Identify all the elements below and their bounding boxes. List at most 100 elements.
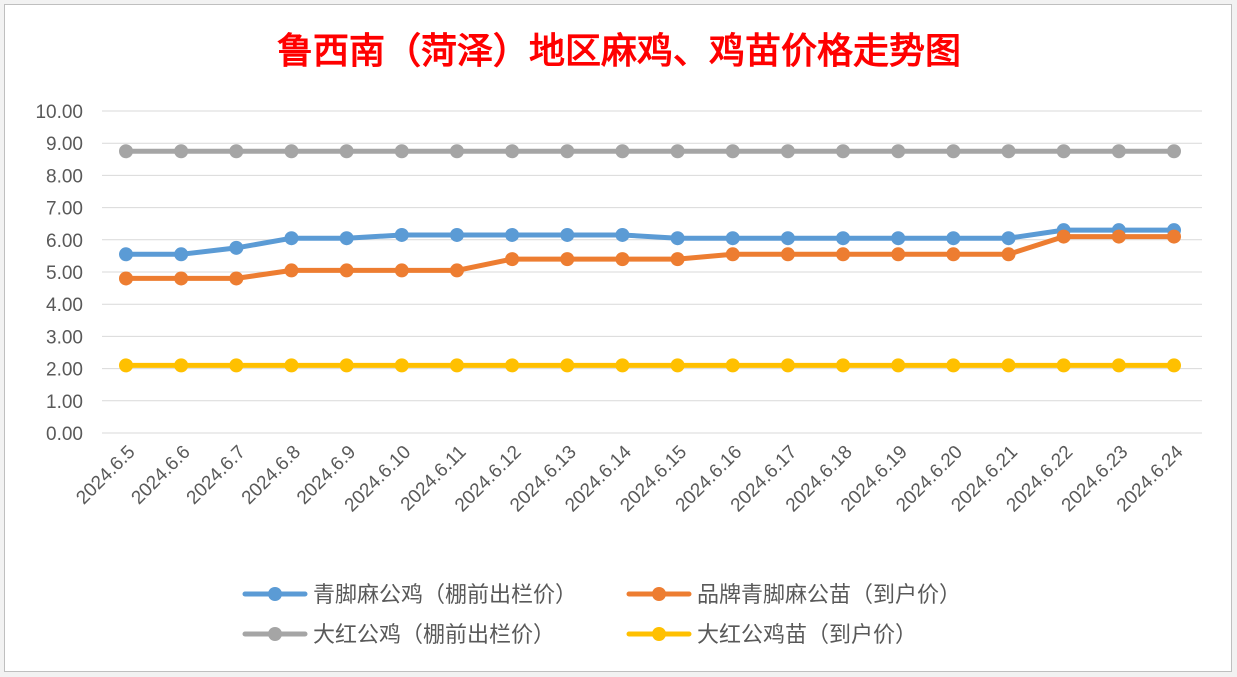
x-tick-label: 2024.6.8 xyxy=(238,442,305,509)
y-tick-label: 4.00 xyxy=(46,295,83,316)
data-point xyxy=(1111,358,1126,373)
y-tick-label: 0.00 xyxy=(46,424,83,445)
data-point xyxy=(946,144,961,159)
data-point xyxy=(339,231,354,246)
data-point xyxy=(780,231,795,246)
data-point xyxy=(1056,358,1071,373)
legend-label: 大红公鸡苗（到户价） xyxy=(697,623,917,648)
data-point xyxy=(1167,229,1181,244)
data-point xyxy=(284,263,299,278)
data-point xyxy=(670,144,685,159)
chart-title: 鲁西南（菏泽）地区麻鸡、鸡苗价格走势图 xyxy=(277,30,961,72)
data-point xyxy=(229,240,244,255)
data-point xyxy=(505,358,520,373)
y-tick-label: 3.00 xyxy=(46,327,83,348)
data-point xyxy=(119,271,133,286)
data-point xyxy=(615,227,630,242)
legend-label: 青脚麻公鸡（棚前出栏价） xyxy=(313,583,577,608)
data-point xyxy=(339,144,354,159)
y-tick-label: 6.00 xyxy=(46,231,83,252)
data-point xyxy=(891,358,906,373)
data-point xyxy=(780,247,795,262)
legend-label: 品牌青脚麻公苗（到户价） xyxy=(697,583,961,608)
legend-item: 大红公鸡（棚前出栏价） xyxy=(242,623,555,648)
data-point xyxy=(560,144,575,159)
data-point xyxy=(229,358,244,373)
y-tick-label: 5.00 xyxy=(46,263,83,284)
data-point xyxy=(615,358,630,373)
data-point xyxy=(1056,144,1071,159)
data-point xyxy=(449,144,464,159)
data-point xyxy=(1167,144,1181,159)
x-tick-label: 2024.6.5 xyxy=(72,442,139,509)
data-point xyxy=(449,263,464,278)
data-point xyxy=(725,247,740,262)
data-point xyxy=(1111,229,1126,244)
data-point xyxy=(505,144,520,159)
data-point xyxy=(1001,247,1016,262)
legend-item: 品牌青脚麻公苗（到户价） xyxy=(626,583,961,608)
data-point xyxy=(946,358,961,373)
data-point xyxy=(946,247,961,262)
x-axis-ticks: 2024.6.52024.6.62024.6.72024.6.82024.6.9… xyxy=(72,441,1187,516)
x-tick-label: 2024.6.7 xyxy=(183,442,250,509)
x-tick-label: 2024.6.6 xyxy=(128,442,195,509)
data-point xyxy=(780,144,795,159)
data-point xyxy=(119,358,133,373)
y-tick-label: 9.00 xyxy=(46,134,83,155)
legend: 青脚麻公鸡（棚前出栏价） 品牌青脚麻公苗（到户价） 大红公鸡（棚前出栏价） 大红公鸡苗… xyxy=(242,583,961,648)
legend-label: 大红公鸡（棚前出栏价） xyxy=(313,623,555,648)
data-point xyxy=(284,144,299,159)
data-point xyxy=(560,358,575,373)
data-point xyxy=(505,227,520,242)
data-point xyxy=(1056,229,1071,244)
series-1 xyxy=(119,223,1181,262)
series-3 xyxy=(119,144,1181,159)
data-point xyxy=(284,231,299,246)
data-point xyxy=(394,144,409,159)
y-tick-label: 1.00 xyxy=(46,392,83,413)
data-point xyxy=(1001,144,1016,159)
data-point xyxy=(449,358,464,373)
y-tick-label: 2.00 xyxy=(46,360,83,381)
data-point xyxy=(394,263,409,278)
data-point xyxy=(836,231,851,246)
chart-frame: 鲁西南（菏泽）地区麻鸡、鸡苗价格走势图 0.00 1.00 2.00 3.00 4.00… xyxy=(4,4,1232,672)
legend-swatch-marker xyxy=(652,627,666,641)
data-point xyxy=(284,358,299,373)
data-point xyxy=(836,144,851,159)
data-point xyxy=(394,227,409,242)
data-point xyxy=(1111,144,1126,159)
data-point xyxy=(615,144,630,159)
legend-swatch-marker xyxy=(268,587,282,601)
data-point xyxy=(339,358,354,373)
data-point xyxy=(725,231,740,246)
data-point xyxy=(836,358,851,373)
data-point xyxy=(946,231,961,246)
line-chart: 鲁西南（菏泽）地区麻鸡、鸡苗价格走势图 0.00 1.00 2.00 3.00 4.00… xyxy=(35,30,1202,648)
y-tick-label: 8.00 xyxy=(46,166,83,187)
y-tick-label: 7.00 xyxy=(46,199,83,220)
data-point xyxy=(505,252,520,267)
data-point xyxy=(615,252,630,267)
legend-swatch-marker xyxy=(652,587,666,601)
data-point xyxy=(229,144,244,159)
legend-item: 青脚麻公鸡（棚前出栏价） xyxy=(242,583,577,608)
data-point xyxy=(394,358,409,373)
y-tick-label: 10.00 xyxy=(35,102,83,123)
data-point xyxy=(339,263,354,278)
data-point xyxy=(119,144,133,159)
data-point xyxy=(174,144,189,159)
data-point xyxy=(725,144,740,159)
data-point xyxy=(780,358,795,373)
data-point xyxy=(891,247,906,262)
series-line xyxy=(123,234,1177,281)
series-line xyxy=(123,227,1177,257)
series-lines xyxy=(119,144,1181,373)
data-point xyxy=(560,227,575,242)
data-point xyxy=(1001,231,1016,246)
data-point xyxy=(891,144,906,159)
legend-item: 大红公鸡苗（到户价） xyxy=(626,623,917,648)
data-point xyxy=(119,247,133,262)
data-point xyxy=(229,271,244,286)
